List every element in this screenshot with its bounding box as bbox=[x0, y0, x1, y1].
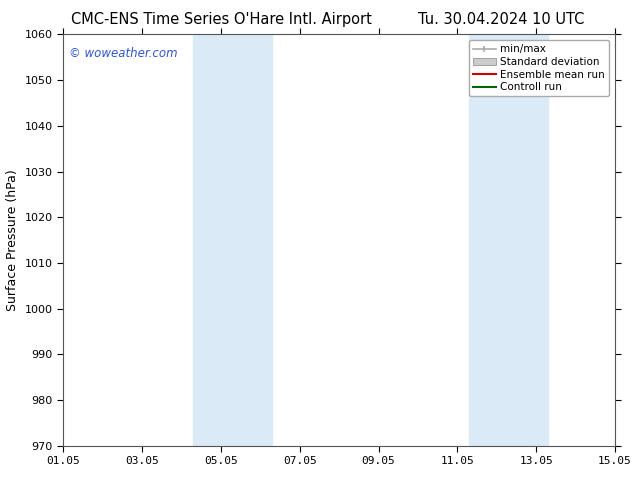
Legend: min/max, Standard deviation, Ensemble mean run, Controll run: min/max, Standard deviation, Ensemble me… bbox=[469, 40, 609, 97]
Y-axis label: Surface Pressure (hPa): Surface Pressure (hPa) bbox=[6, 169, 19, 311]
Text: CMC-ENS Time Series O'Hare Intl. Airport: CMC-ENS Time Series O'Hare Intl. Airport bbox=[72, 12, 372, 27]
Text: Tu. 30.04.2024 10 UTC: Tu. 30.04.2024 10 UTC bbox=[418, 12, 584, 27]
Bar bbox=[193, 34, 272, 446]
Text: © woweather.com: © woweather.com bbox=[69, 47, 178, 60]
Bar bbox=[469, 34, 548, 446]
